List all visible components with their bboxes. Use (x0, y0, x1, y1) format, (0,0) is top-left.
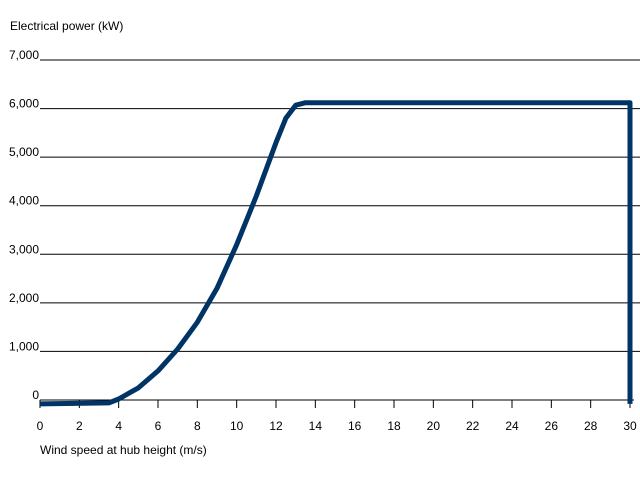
x-tick-label: 0 (37, 419, 44, 433)
x-axis-label: Wind speed at hub height (m/s) (40, 443, 207, 457)
x-tick-label: 24 (505, 419, 519, 433)
x-tick-label: 26 (545, 419, 559, 433)
x-tick-label: 30 (623, 419, 637, 433)
x-tick-label: 22 (466, 419, 480, 433)
y-tick-label: 7,000 (9, 48, 39, 62)
y-tick-label: 2,000 (9, 291, 39, 305)
x-tick-label: 28 (584, 419, 598, 433)
x-tick-label: 18 (387, 419, 401, 433)
x-tick-label: 6 (155, 419, 162, 433)
power-curve-line (39, 100, 633, 407)
x-tick-label: 14 (309, 419, 323, 433)
y-tick-label: 0 (32, 388, 39, 402)
y-axis-label: Electrical power (kW) (10, 19, 123, 33)
x-tick-labels: 0 2 4 6 8 10 12 14 16 18 20 22 24 26 28 30 (37, 419, 637, 433)
y-tick-label: 4,000 (9, 194, 39, 208)
x-tick-label: 4 (115, 419, 122, 433)
x-tick-label: 20 (427, 419, 441, 433)
y-tick-label: 1,000 (9, 339, 39, 353)
x-tick-label: 8 (194, 419, 201, 433)
gridlines (40, 59, 640, 352)
y-tick-label: 3,000 (9, 242, 39, 256)
x-tick-label: 10 (230, 419, 244, 433)
y-tick-label: 6,000 (9, 97, 39, 111)
series-group (39, 100, 633, 407)
x-axis (39, 399, 634, 408)
x-tick-label: 16 (348, 419, 362, 433)
y-tick-label: 5,000 (9, 145, 39, 159)
x-tick-label: 12 (269, 419, 283, 433)
x-tick-label: 2 (76, 419, 83, 433)
y-tick-labels: 0 1,000 2,000 3,000 4,000 5,000 6,000 7,000 (9, 48, 39, 402)
